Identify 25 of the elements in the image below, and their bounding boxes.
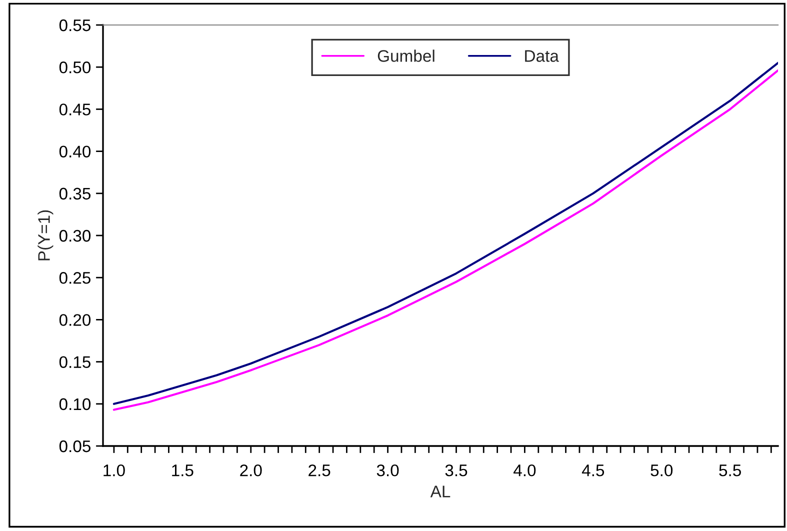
y-axis-title: P(Y=1) [38, 210, 54, 260]
y-tick-label: 0.45 [59, 104, 90, 116]
y-tick-label: 0.05 [59, 440, 90, 452]
y-tick-label: 0.50 [59, 62, 91, 74]
x-tick-label: 2.0 [240, 464, 262, 476]
y-tick-label: 0.35 [59, 188, 90, 200]
x-tick-label: 3.5 [445, 464, 468, 476]
legend-label: Data [525, 50, 559, 62]
x-tick-label: 3.0 [376, 464, 399, 476]
legend-label: Gumbel [378, 50, 434, 62]
x-tick-label: 1.0 [104, 464, 125, 476]
y-tick-label: 0.30 [59, 230, 91, 242]
x-tick-label: 1.5 [172, 464, 194, 476]
y-tick-label: 0.40 [59, 146, 91, 158]
y-tick-label: 0.10 [59, 398, 91, 410]
y-tick-label: 0.25 [59, 272, 90, 284]
x-tick-label: 5.5 [719, 464, 741, 476]
x-tick-label: 4.0 [514, 464, 536, 476]
y-tick-label: 0.20 [59, 314, 91, 326]
y-tick-label: 0.15 [59, 356, 90, 368]
x-tick-label: 4.5 [582, 464, 604, 476]
y-tick-label: 0.55 [59, 19, 90, 32]
x-axis-title: AL [430, 486, 450, 498]
x-tick-label: 5.0 [650, 464, 673, 476]
x-tick-label: 2.5 [308, 464, 330, 476]
